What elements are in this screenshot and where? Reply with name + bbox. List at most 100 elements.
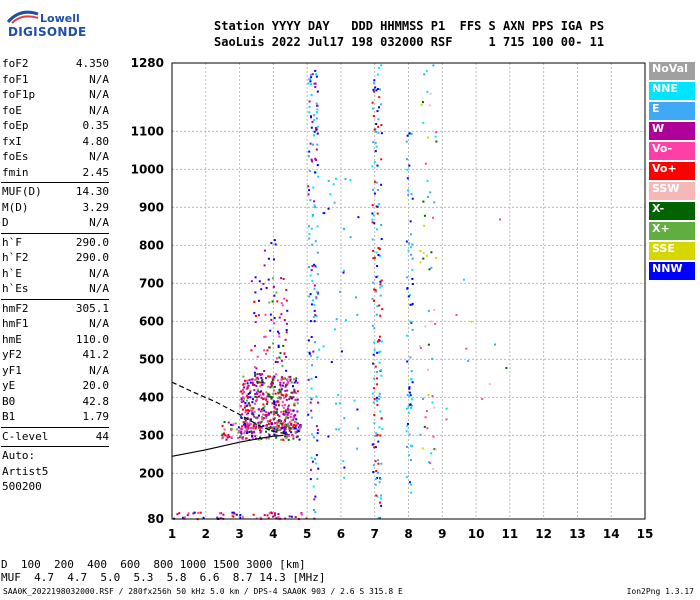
echo-point [243,432,246,435]
echo-point [327,207,330,210]
echo-point [315,462,318,465]
echo-point [435,257,438,259]
echo-point [311,213,314,216]
echo-point [242,383,245,386]
echo-point [252,437,254,440]
echo-point [288,515,291,518]
echo-point [309,142,312,145]
echo-point [406,158,408,161]
echo-point [276,420,279,422]
echo-point [380,124,383,126]
echo-point [427,343,430,346]
echo-point [429,191,432,194]
echo-point [316,439,319,442]
echo-point [244,421,247,424]
echo-point [312,485,315,488]
echo-point [374,434,377,437]
echo-point [376,205,379,208]
echo-point [247,384,250,387]
echo-point [275,427,278,430]
echo-point [290,381,293,384]
echo-point [375,470,378,472]
echo-point [379,294,382,297]
echo-point [284,377,286,380]
echo-point [429,92,432,95]
echo-point [273,405,276,408]
echo-point [271,277,274,280]
echo-point [289,375,292,378]
echo-point [276,400,279,403]
echo-point [374,365,377,368]
echo-point [255,423,258,426]
echo-point [405,334,408,337]
param-value: N/A [89,103,109,117]
echo-point [283,427,286,430]
echo-point [411,283,414,285]
echo-point [342,269,345,272]
echo-point [252,424,255,427]
echo-point [314,314,317,317]
echo-point [252,398,254,401]
echo-point [277,419,280,422]
echo-point [408,132,411,135]
echo-point [371,221,374,224]
echo-point [281,404,284,407]
echo-point [247,409,249,412]
echo-point [254,276,257,279]
echo-point [259,516,262,519]
echo-point [219,517,222,520]
y-tick-label: 200 [139,466,164,480]
echo-point [298,424,301,427]
echo-point [259,374,262,376]
param-name: yE [2,379,16,392]
echo-point [335,402,338,405]
echo-point [380,64,383,67]
echo-point [316,125,319,128]
echo-point [345,319,347,322]
echo-point [256,396,258,399]
x-tick-label: 12 [535,527,552,541]
echo-point [287,416,289,419]
y-tick-label: 1280 [131,56,164,70]
echo-point [272,342,274,345]
echo-point [371,238,374,241]
echo-point [280,438,283,441]
echo-point [410,404,413,407]
echo-point [309,78,312,81]
echo-point [311,243,314,246]
echo-point [339,290,342,293]
echo-point [422,101,424,104]
echo-point [313,303,316,306]
echo-point [375,290,378,293]
echo-point [317,293,320,296]
echo-point [242,400,245,403]
echo-point [262,282,265,285]
echo-point [266,400,269,403]
echo-point [243,417,246,420]
echo-point [375,251,378,254]
echo-point [432,467,435,470]
echo-point [312,299,314,302]
echo-point [281,427,284,429]
x-tick-label: 5 [303,527,311,541]
muf-value-row: MUF 4.7 4.7 5.0 5.3 5.8 6.6 8.7 14.3 [MH… [1,571,326,584]
echo-point [273,514,276,517]
echo-point [249,418,252,421]
echo-point [237,431,240,434]
echo-point [246,404,249,407]
echo-point [410,370,413,373]
echo-point [182,516,185,519]
echo-point [274,422,277,425]
param-value: N/A [89,317,109,330]
echo-point [316,251,319,254]
echo-point [245,431,248,434]
echo-point [312,186,315,189]
echo-point [376,403,379,406]
echo-point [374,478,377,480]
echo-point [268,346,271,349]
echo-point [280,378,283,380]
echo-point [221,424,224,427]
echo-point [315,117,318,120]
echo-point [467,359,470,362]
echo-point [266,420,269,423]
